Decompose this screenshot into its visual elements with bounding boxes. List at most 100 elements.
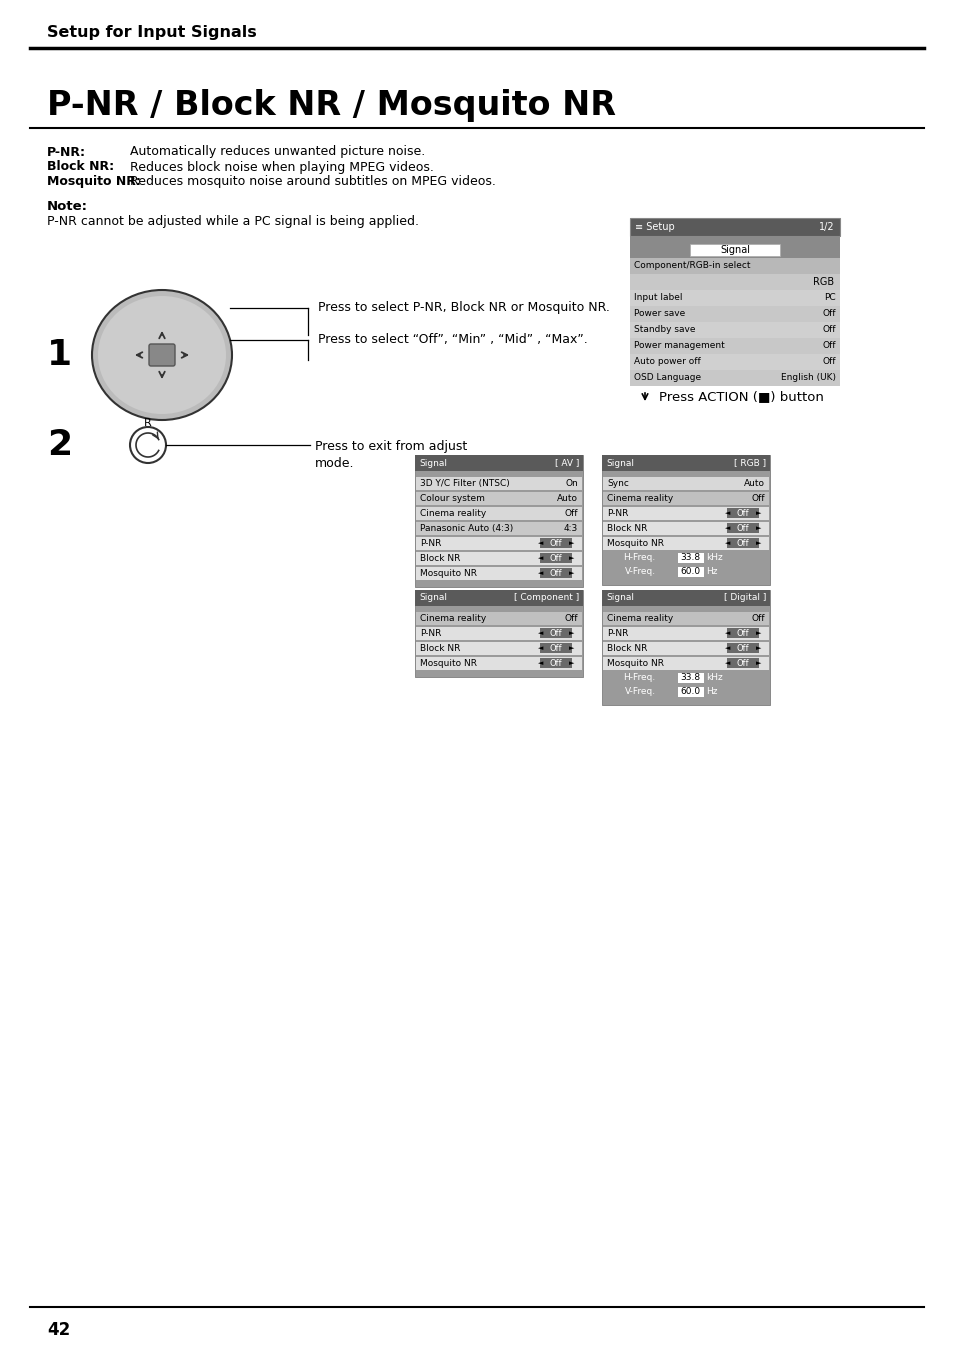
Text: 60.0: 60.0 xyxy=(679,567,700,577)
Text: ◄: ◄ xyxy=(537,570,543,577)
Bar xyxy=(539,538,572,549)
Bar xyxy=(602,492,768,505)
Text: ►: ► xyxy=(568,646,574,651)
Text: ◄: ◄ xyxy=(724,540,730,547)
Text: Cinema reality: Cinema reality xyxy=(606,613,673,623)
Text: Off: Off xyxy=(736,509,748,517)
Text: H-Freq.: H-Freq. xyxy=(623,554,655,562)
Text: Off: Off xyxy=(736,630,748,638)
Text: ►: ► xyxy=(755,540,760,547)
Bar xyxy=(539,643,572,653)
Bar xyxy=(602,507,768,520)
Bar xyxy=(416,477,581,490)
Text: Power save: Power save xyxy=(634,309,684,319)
Bar xyxy=(602,612,768,626)
Bar xyxy=(539,553,572,563)
Bar xyxy=(415,590,582,677)
Bar xyxy=(415,590,582,607)
Text: ►: ► xyxy=(755,631,760,636)
Text: ◄: ◄ xyxy=(537,555,543,562)
Text: Hz: Hz xyxy=(706,688,718,697)
Text: Component/RGB-in select: Component/RGB-in select xyxy=(634,262,750,270)
Bar xyxy=(677,567,703,577)
Text: Power management: Power management xyxy=(634,342,724,350)
Text: H-Freq.: H-Freq. xyxy=(623,674,655,682)
Text: Block NR: Block NR xyxy=(419,554,460,563)
Bar xyxy=(539,628,572,638)
Bar xyxy=(629,258,840,274)
Bar xyxy=(629,322,840,338)
Bar xyxy=(726,538,759,549)
Text: 60.0: 60.0 xyxy=(679,688,700,697)
Bar xyxy=(726,658,759,667)
Text: kHz: kHz xyxy=(706,674,722,682)
Text: Off: Off xyxy=(564,613,578,623)
Text: Signal: Signal xyxy=(418,458,447,467)
Bar xyxy=(416,536,581,550)
Text: On: On xyxy=(565,480,578,488)
Text: Off: Off xyxy=(549,630,561,638)
Bar xyxy=(602,642,768,655)
Bar xyxy=(629,354,840,370)
Text: Signal: Signal xyxy=(418,593,447,603)
Text: ◄: ◄ xyxy=(537,631,543,636)
Bar xyxy=(629,236,840,242)
Text: Panasonic Auto (4:3): Panasonic Auto (4:3) xyxy=(419,524,513,534)
Text: Reduces mosquito noise around subtitles on MPEG videos.: Reduces mosquito noise around subtitles … xyxy=(130,176,496,189)
Bar xyxy=(416,492,581,505)
Bar xyxy=(629,338,840,354)
Circle shape xyxy=(130,427,166,463)
Text: Setup for Input Signals: Setup for Input Signals xyxy=(47,24,256,39)
Text: ►: ► xyxy=(755,646,760,651)
Text: ►: ► xyxy=(755,661,760,666)
Bar xyxy=(629,274,840,290)
Text: Off: Off xyxy=(549,644,561,653)
Text: Off: Off xyxy=(821,309,835,319)
Ellipse shape xyxy=(91,290,232,420)
Text: Press to select “Off”, “Min” , “Mid” , “Max”.: Press to select “Off”, “Min” , “Mid” , “… xyxy=(317,334,587,346)
Text: Mosquito NR: Mosquito NR xyxy=(606,659,663,667)
Bar xyxy=(629,305,840,322)
Text: Off: Off xyxy=(549,659,561,667)
Bar xyxy=(629,218,840,236)
Text: Press to select P-NR, Block NR or Mosquito NR.: Press to select P-NR, Block NR or Mosqui… xyxy=(317,301,609,315)
Text: ◄: ◄ xyxy=(724,631,730,636)
Bar xyxy=(602,627,768,640)
Text: English (UK): English (UK) xyxy=(781,373,835,382)
Bar xyxy=(539,567,572,578)
Text: P-NR: P-NR xyxy=(419,630,441,638)
Text: V-Freq.: V-Freq. xyxy=(624,688,655,697)
Bar xyxy=(416,507,581,520)
Bar xyxy=(726,628,759,638)
Text: Colour system: Colour system xyxy=(419,494,484,503)
Bar xyxy=(629,370,840,386)
Text: ►: ► xyxy=(755,511,760,516)
Text: ◄: ◄ xyxy=(724,526,730,531)
Text: Signal: Signal xyxy=(605,593,634,603)
Bar xyxy=(677,688,703,697)
Bar xyxy=(601,455,769,471)
Text: Cinema reality: Cinema reality xyxy=(419,613,486,623)
Text: ◄: ◄ xyxy=(724,646,730,651)
Bar xyxy=(677,553,703,563)
Text: Press to exit from adjust
mode.: Press to exit from adjust mode. xyxy=(314,440,467,470)
Text: Auto: Auto xyxy=(557,494,578,503)
Text: Off: Off xyxy=(736,659,748,667)
Text: [ Component ]: [ Component ] xyxy=(514,593,578,603)
Bar xyxy=(677,673,703,684)
FancyBboxPatch shape xyxy=(149,345,174,366)
Text: Off: Off xyxy=(821,342,835,350)
Text: Auto: Auto xyxy=(743,480,764,488)
Text: Auto power off: Auto power off xyxy=(634,358,700,366)
Text: 1: 1 xyxy=(47,338,72,372)
Text: ◄: ◄ xyxy=(724,661,730,666)
Text: Off: Off xyxy=(751,494,764,503)
Text: Mosquito NR:: Mosquito NR: xyxy=(47,176,141,189)
Text: Press ACTION (■) button: Press ACTION (■) button xyxy=(659,390,823,404)
Text: Off: Off xyxy=(751,613,764,623)
Text: Off: Off xyxy=(736,539,748,549)
Text: Signal: Signal xyxy=(720,245,749,255)
Text: V-Freq.: V-Freq. xyxy=(624,567,655,577)
Bar xyxy=(416,567,581,580)
Text: ◄: ◄ xyxy=(537,661,543,666)
